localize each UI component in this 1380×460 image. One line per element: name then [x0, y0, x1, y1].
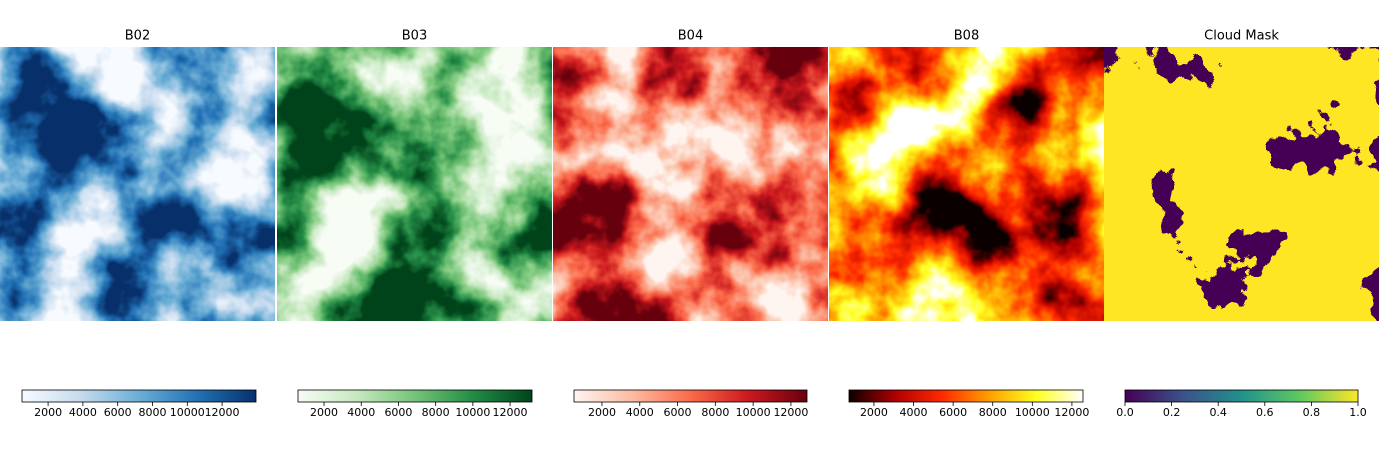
colorbar-tick-label: 10000: [455, 406, 490, 419]
colorbar-tick-label: 6000: [104, 406, 132, 419]
panel-title: B08: [954, 29, 979, 44]
colorbar-tick-label: 10000: [1015, 406, 1050, 419]
colorbar-tick-label: 6000: [939, 406, 967, 419]
colorbar-tick-label: 2000: [588, 406, 616, 419]
panel-title: B02: [125, 29, 150, 44]
colorbar-tick-label: 0.8: [1303, 406, 1321, 419]
colorbar-tick-label: 4000: [626, 406, 654, 419]
colorbar-tick-label: 8000: [701, 406, 729, 419]
colorbar: [297, 389, 533, 403]
colorbar-tick-label: 12000: [493, 406, 528, 419]
colorbar: [848, 389, 1084, 403]
colorbar-tick-label: 2000: [310, 406, 338, 419]
colorbar-tick-label: 10000: [170, 406, 205, 419]
image: [553, 47, 828, 321]
panel-title: B04: [678, 29, 703, 44]
colorbar-tick-label: 2000: [34, 406, 62, 419]
colorbar-tick-label: 12000: [205, 406, 240, 419]
image: [277, 47, 552, 321]
panel-title: B03: [402, 29, 427, 44]
colorbar-tick-label: 6000: [664, 406, 692, 419]
colorbar-tick-label: 12000: [1054, 406, 1089, 419]
colorbar-tick-label: 0.6: [1256, 406, 1274, 419]
colorbar-tick-label: 8000: [979, 406, 1007, 419]
colorbar-tick-label: 2000: [860, 406, 888, 419]
panel-title: Cloud Mask: [1204, 29, 1279, 44]
colorbar-tick-label: 1.0: [1349, 406, 1367, 419]
colorbar-tick-label: 8000: [422, 406, 450, 419]
colorbar-tick-label: 4000: [900, 406, 928, 419]
image: [0, 47, 275, 321]
colorbar: [1124, 389, 1359, 403]
colorbar-tick-label: 0.0: [1116, 406, 1134, 419]
image: [1104, 47, 1379, 321]
colorbar-tick-label: 8000: [138, 406, 166, 419]
colorbar: [21, 389, 257, 403]
colorbar-tick-label: 4000: [69, 406, 97, 419]
colorbar-tick-label: 4000: [347, 406, 375, 419]
colorbar-tick-label: 0.4: [1209, 406, 1227, 419]
colorbar-tick-label: 10000: [736, 406, 771, 419]
colorbar: [573, 389, 808, 403]
colorbar-tick-label: 0.2: [1163, 406, 1181, 419]
image: [829, 47, 1104, 321]
colorbar-tick-label: 12000: [773, 406, 808, 419]
colorbar-tick-label: 6000: [384, 406, 412, 419]
